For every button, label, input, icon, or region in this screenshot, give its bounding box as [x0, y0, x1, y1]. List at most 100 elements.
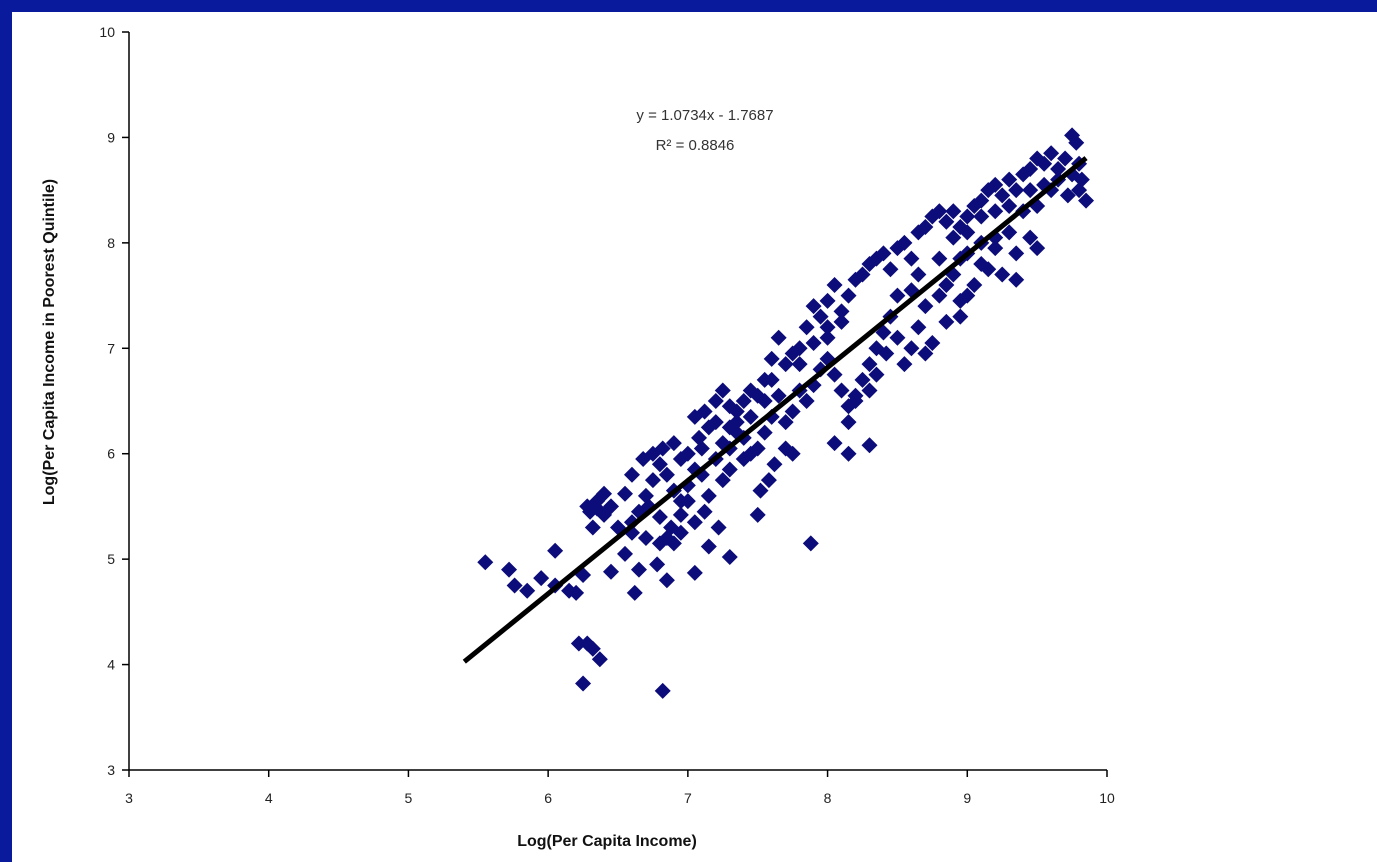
- data-point: [735, 393, 752, 409]
- data-point: [710, 519, 727, 536]
- data-point: [1036, 155, 1053, 172]
- data-point: [770, 329, 787, 346]
- data-point: [959, 208, 976, 225]
- data-point: [1008, 271, 1025, 288]
- data-point: [766, 456, 783, 473]
- data-point: [805, 298, 822, 315]
- data-point: [889, 329, 906, 346]
- data-point: [847, 393, 864, 409]
- data-point: [672, 524, 689, 541]
- y-tick-label: 9: [107, 129, 115, 145]
- data-point: [575, 675, 592, 692]
- data-point: [973, 192, 990, 209]
- data-point: [931, 250, 948, 267]
- data-point: [840, 445, 857, 462]
- data-point: [721, 549, 738, 566]
- data-point: [568, 584, 585, 601]
- data-point: [854, 371, 871, 388]
- data-point: [1068, 134, 1085, 151]
- data-point: [777, 356, 794, 373]
- x-tick-label: 7: [684, 790, 692, 806]
- data-point: [903, 250, 920, 267]
- data-point: [945, 229, 962, 246]
- data-point: [686, 514, 703, 531]
- data-point: [833, 303, 850, 320]
- data-point: [651, 508, 668, 525]
- data-point: [798, 319, 815, 336]
- data-point: [637, 487, 654, 504]
- data-point: [1078, 192, 1095, 209]
- data-point: [658, 572, 675, 589]
- data-point: [861, 356, 878, 373]
- data-point: [1008, 245, 1025, 262]
- data-point: [582, 503, 599, 520]
- data-point: [644, 472, 661, 489]
- data-point: [973, 208, 990, 225]
- data-point: [1059, 187, 1076, 204]
- data-point: [672, 506, 689, 523]
- data-point: [987, 240, 1004, 257]
- data-point: [679, 493, 696, 510]
- data-point: [547, 542, 564, 559]
- data-point: [533, 570, 550, 587]
- data-point: [654, 682, 671, 699]
- y-tick-label: 5: [107, 551, 115, 567]
- data-point: [861, 437, 878, 454]
- data-point: [784, 403, 801, 420]
- axes: 3 4 5 6 7 8 9 10 3 4 5 6 7 8 9 10: [99, 24, 1115, 806]
- data-point: [931, 287, 948, 304]
- x-tick-label: 4: [265, 790, 273, 806]
- data-point: [616, 485, 633, 502]
- data-point: [665, 435, 682, 452]
- y-tick-label: 6: [107, 446, 115, 462]
- data-point: [868, 366, 885, 383]
- data-point: [966, 277, 983, 294]
- data-point: [994, 187, 1011, 204]
- data-point: [658, 466, 675, 483]
- data-point: [519, 582, 536, 599]
- data-point: [826, 435, 843, 452]
- trendline: [462, 156, 1088, 664]
- data-point: [798, 393, 815, 409]
- trendline-equation: y = 1.0734x - 1.7687: [636, 107, 773, 124]
- data-point: [686, 564, 703, 581]
- data-point: [721, 461, 738, 478]
- data-point: [752, 482, 769, 499]
- data-point: [1008, 182, 1025, 199]
- data-point: [721, 398, 738, 415]
- data-point: [931, 203, 948, 220]
- data-point: [477, 554, 494, 571]
- data-point: [987, 203, 1004, 220]
- x-tick-label: 8: [824, 790, 832, 806]
- data-point: [735, 450, 752, 467]
- data-point: [763, 350, 780, 367]
- y-tick-label: 10: [99, 24, 115, 40]
- data-point: [506, 577, 523, 594]
- data-point: [749, 506, 766, 523]
- data-point: [896, 356, 913, 373]
- data-point: [826, 277, 843, 294]
- data-point: [714, 472, 731, 489]
- data-point: [696, 403, 713, 420]
- data-point: [959, 287, 976, 304]
- data-point: [770, 387, 787, 404]
- y-tick-label: 4: [107, 657, 115, 673]
- data-point: [917, 345, 934, 362]
- data-point: [1001, 224, 1018, 241]
- data-point: [812, 308, 829, 325]
- data-point: [707, 393, 724, 409]
- data-point: [760, 472, 777, 489]
- data-point: [938, 277, 955, 294]
- data-point: [917, 298, 934, 315]
- data-point: [805, 335, 822, 352]
- data-point: [910, 319, 927, 336]
- data-point: [728, 414, 745, 431]
- data-point: [630, 561, 647, 578]
- x-tick-label: 3: [125, 790, 133, 806]
- data-point: [889, 287, 906, 304]
- x-tick-label: 6: [544, 790, 552, 806]
- data-point: [833, 313, 850, 330]
- data-point: [1071, 182, 1088, 199]
- data-point: [589, 493, 606, 510]
